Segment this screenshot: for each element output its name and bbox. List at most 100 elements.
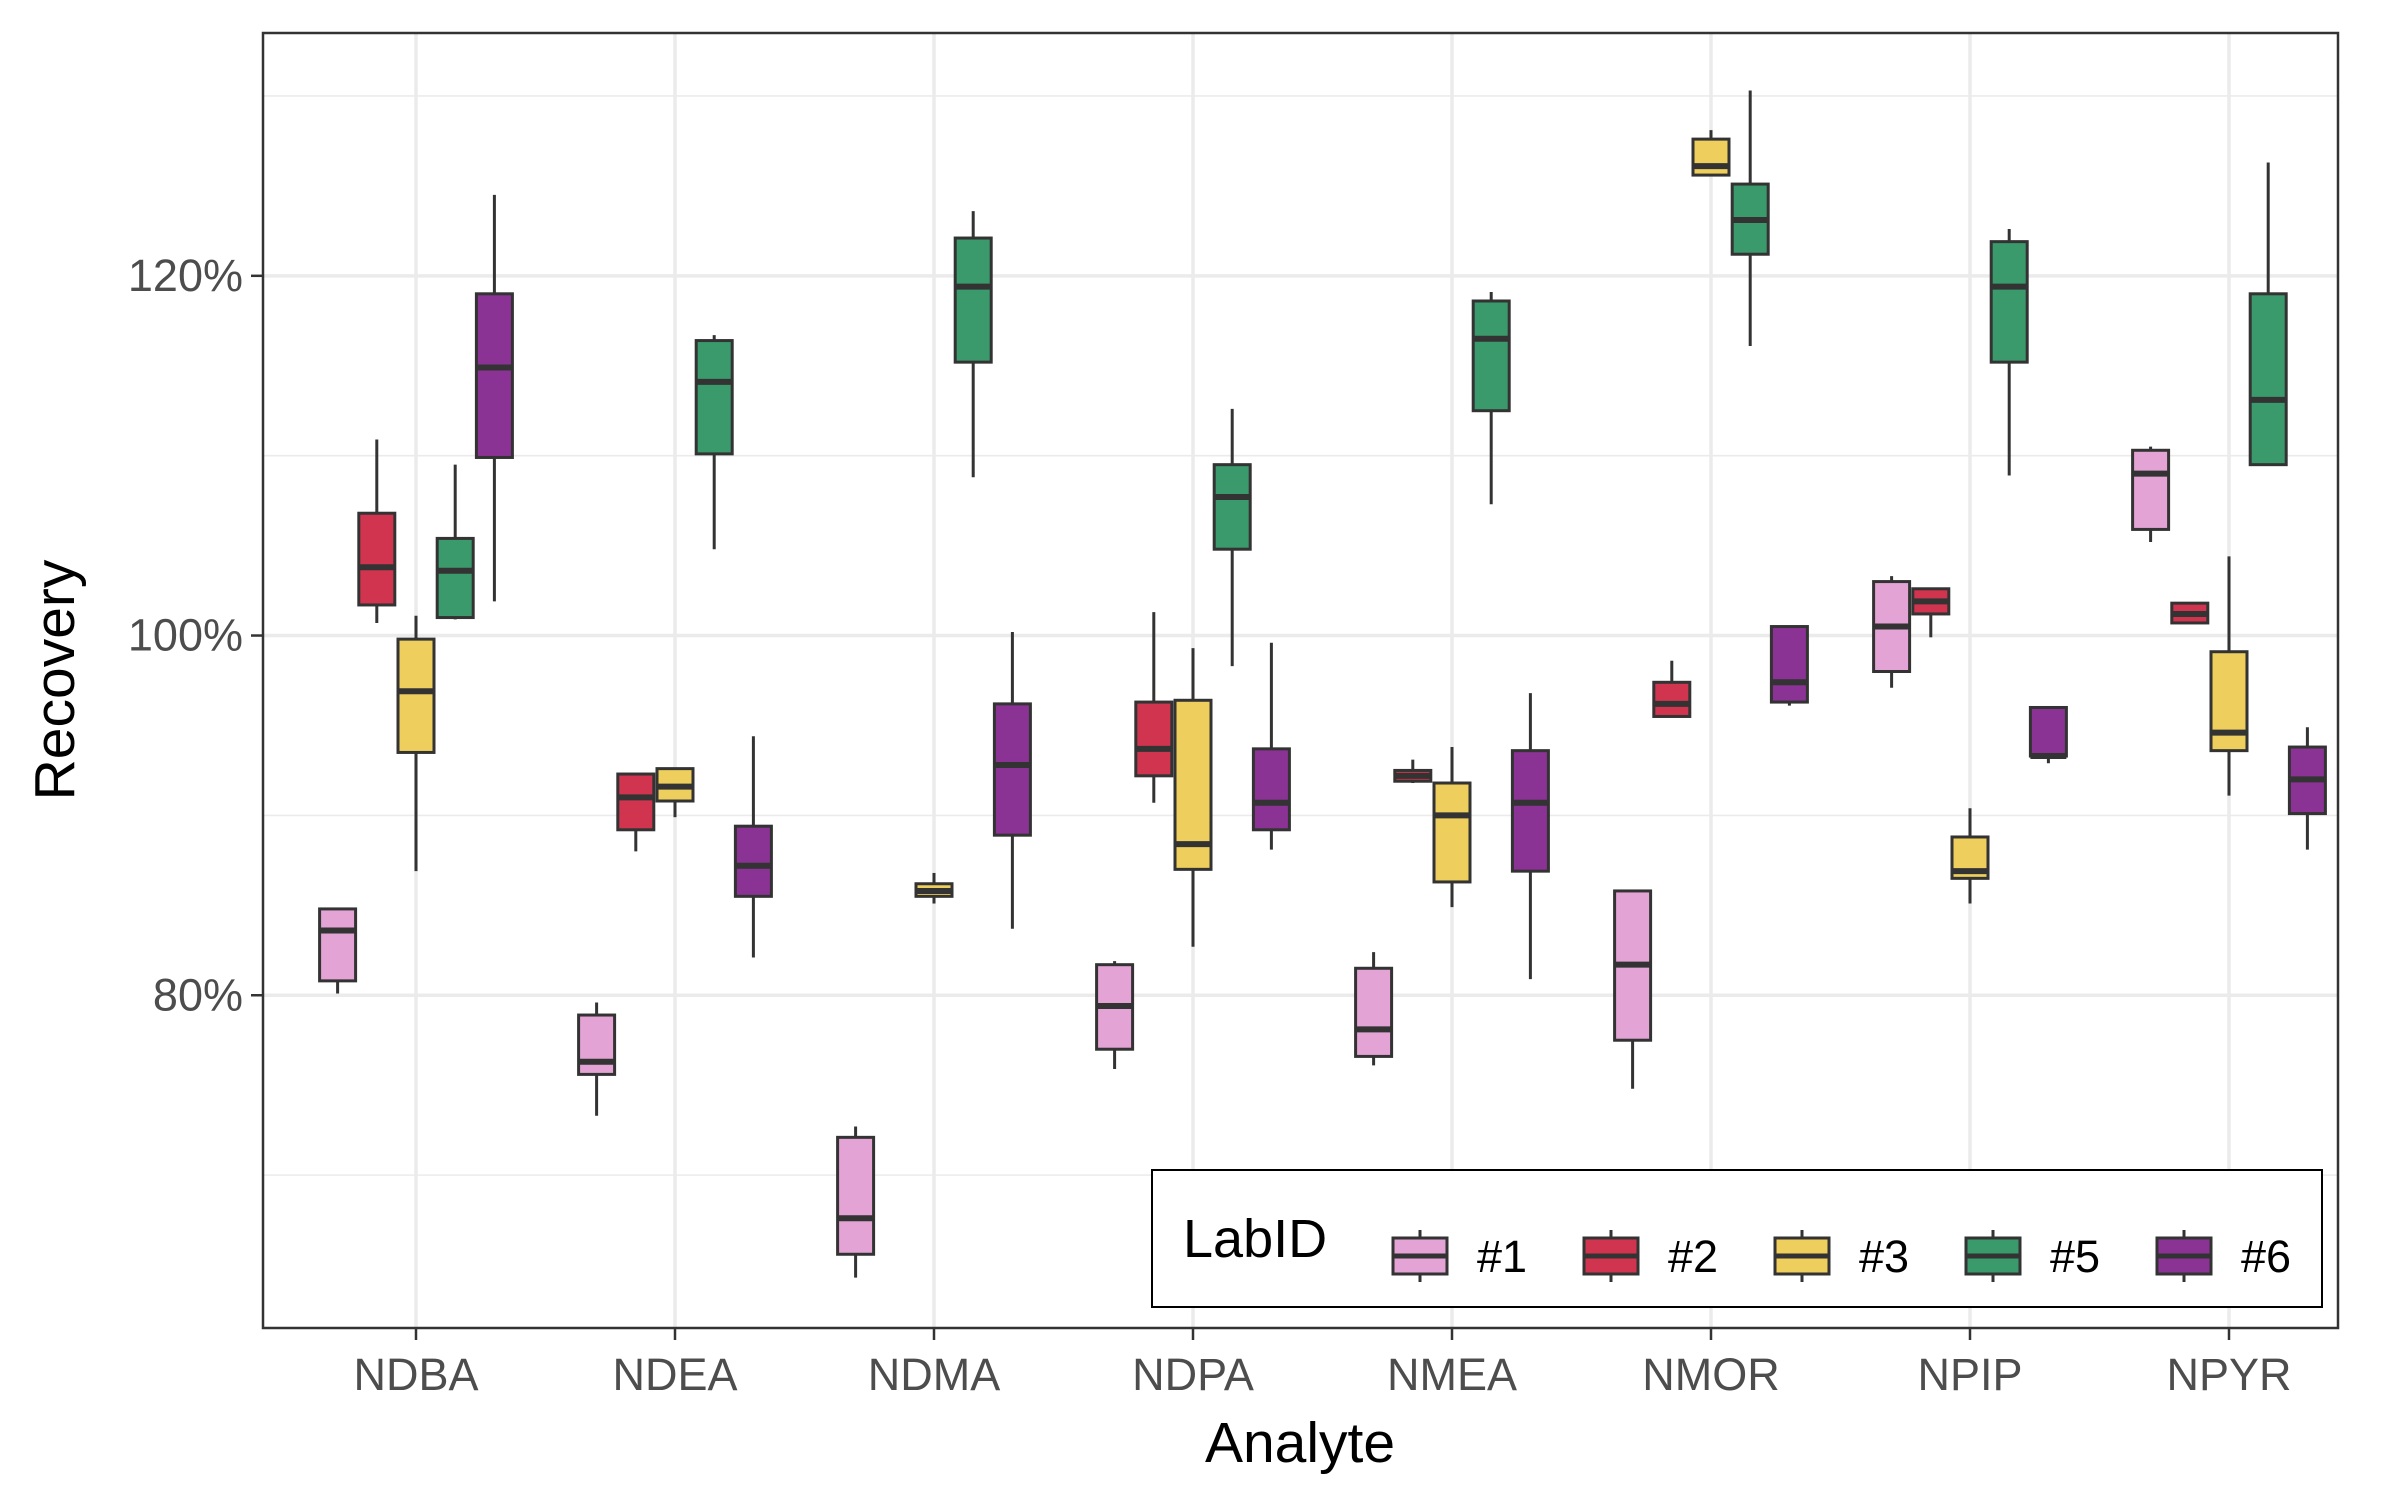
legend-label: #5 bbox=[2050, 1231, 2100, 1282]
x-axis: NDBA NDEA NDMA NDPA NMEA NMOR NPIP NPYR bbox=[353, 1328, 2292, 1400]
legend-item: #3 bbox=[1773, 1230, 1909, 1282]
boxplot-ndea-lab5 bbox=[694, 335, 734, 550]
x-tick-label: NMEA bbox=[1387, 1349, 1517, 1400]
x-tick-label: NDBA bbox=[353, 1349, 478, 1400]
legend-box bbox=[1151, 1169, 2323, 1308]
boxplot-npip-lab1 bbox=[1872, 576, 1912, 688]
boxplot-ndba-lab1 bbox=[318, 907, 358, 994]
boxplot-ndba-lab6 bbox=[474, 194, 514, 602]
legend-label: #6 bbox=[2241, 1231, 2291, 1282]
box bbox=[1134, 700, 1174, 778]
boxplot-npyr-lab2 bbox=[2170, 601, 2210, 625]
box bbox=[1989, 240, 2029, 364]
boxplot-ndma-lab5 bbox=[953, 211, 993, 478]
y-tick-label: 100% bbox=[128, 610, 243, 661]
box bbox=[357, 511, 397, 607]
box bbox=[396, 637, 436, 754]
x-tick-label: NDEA bbox=[612, 1349, 737, 1400]
boxplot-ndba-lab5 bbox=[435, 464, 475, 620]
boxplot-nmor-lab6 bbox=[1769, 625, 1809, 706]
boxplot-npip-lab2 bbox=[1911, 587, 1951, 638]
box bbox=[1354, 966, 1394, 1058]
x-tick-label: NPIP bbox=[1917, 1349, 2022, 1400]
boxplot-nmea-lab3 bbox=[1432, 747, 1472, 908]
boxplot-ndma-lab3 bbox=[914, 872, 954, 904]
legend-title: LabID bbox=[1183, 1209, 1327, 1269]
boxplot-npip-lab3 bbox=[1950, 808, 1990, 904]
boxplot-npyr-lab5 bbox=[2248, 162, 2288, 467]
legend-item: #1 bbox=[1391, 1230, 1527, 1282]
x-tick-label: NDPA bbox=[1132, 1349, 1254, 1400]
box bbox=[953, 236, 993, 364]
boxplot-npyr-lab1 bbox=[2131, 446, 2171, 543]
boxplot-npip-lab6 bbox=[2028, 705, 2068, 764]
y-axis: 80% 100% 120% bbox=[128, 250, 263, 1020]
box bbox=[1691, 137, 1731, 177]
box bbox=[1251, 747, 1291, 832]
box bbox=[1432, 781, 1472, 884]
boxplot-npyr-lab3 bbox=[2209, 556, 2249, 796]
legend-item: #6 bbox=[2155, 1230, 2291, 1282]
boxplot-npip-lab5 bbox=[1989, 229, 2029, 476]
boxplot-ndba-lab3 bbox=[396, 615, 436, 872]
box bbox=[733, 824, 773, 898]
boxplot-nmea-lab2 bbox=[1393, 759, 1433, 784]
box bbox=[1510, 749, 1550, 873]
boxplot-npyr-lab6 bbox=[2287, 727, 2327, 850]
legend: LabID #1 #2 #3 #5 #6 bbox=[1151, 1169, 2323, 1308]
box bbox=[694, 339, 734, 456]
box bbox=[1471, 299, 1511, 413]
boxplot-ndea-lab3 bbox=[655, 767, 695, 818]
boxplot-ndma-lab6 bbox=[992, 631, 1032, 929]
legend-label: #3 bbox=[1859, 1231, 1909, 1282]
box bbox=[2028, 705, 2068, 758]
box bbox=[435, 536, 475, 620]
legend-label: #1 bbox=[1477, 1231, 1527, 1282]
legend-item: #5 bbox=[1964, 1230, 2100, 1282]
box bbox=[616, 772, 656, 832]
box bbox=[318, 907, 358, 983]
box bbox=[2248, 292, 2288, 467]
x-axis-title: Analyte bbox=[1205, 1411, 1395, 1475]
boxplot-ndma-lab1 bbox=[836, 1126, 876, 1278]
boxplot-nmor-lab1 bbox=[1613, 889, 1653, 1089]
y-axis-title: Recovery bbox=[23, 559, 87, 800]
boxplot-ndea-lab2 bbox=[616, 772, 656, 852]
gridlines bbox=[263, 33, 2338, 1328]
boxplot-ndpa-lab2 bbox=[1134, 612, 1174, 803]
boxplot-nmor-lab5 bbox=[1730, 90, 1770, 346]
x-tick-label: NPYR bbox=[2166, 1349, 2291, 1400]
legend-label: #2 bbox=[1668, 1231, 1718, 1282]
box bbox=[2209, 650, 2249, 753]
box bbox=[1212, 463, 1252, 551]
box bbox=[1652, 680, 1692, 718]
box bbox=[2131, 448, 2171, 531]
boxplot-nmea-lab6 bbox=[1510, 693, 1550, 980]
boxplot-nmor-lab2 bbox=[1652, 660, 1692, 718]
legend-item: #2 bbox=[1582, 1230, 1718, 1282]
boxplot-ndea-lab1 bbox=[577, 1002, 617, 1116]
box bbox=[1769, 625, 1809, 704]
box bbox=[577, 1013, 617, 1076]
x-tick-label: NDMA bbox=[868, 1349, 1001, 1400]
panel-background bbox=[263, 33, 2338, 1328]
y-tick-label: 120% bbox=[128, 250, 243, 301]
boxplot-ndpa-lab1 bbox=[1095, 961, 1135, 1069]
boxplots bbox=[318, 90, 2327, 1278]
y-tick-label: 80% bbox=[153, 969, 243, 1020]
boxplot-nmea-lab1 bbox=[1354, 952, 1394, 1066]
boxplot-ndpa-lab3 bbox=[1173, 648, 1213, 947]
box bbox=[836, 1135, 876, 1256]
box bbox=[474, 292, 514, 459]
boxplot-nmor-lab3 bbox=[1691, 130, 1731, 177]
boxplot-ndpa-lab6 bbox=[1251, 642, 1291, 850]
boxplot-nmea-lab5 bbox=[1471, 292, 1511, 505]
boxplot-ndba-lab2 bbox=[357, 439, 397, 623]
boxplot-ndea-lab6 bbox=[733, 736, 773, 958]
boxplot-ndpa-lab5 bbox=[1212, 408, 1252, 667]
panel-border bbox=[261, 31, 2340, 1330]
x-tick-label: NMOR bbox=[1642, 1349, 1779, 1400]
box bbox=[992, 702, 1032, 837]
